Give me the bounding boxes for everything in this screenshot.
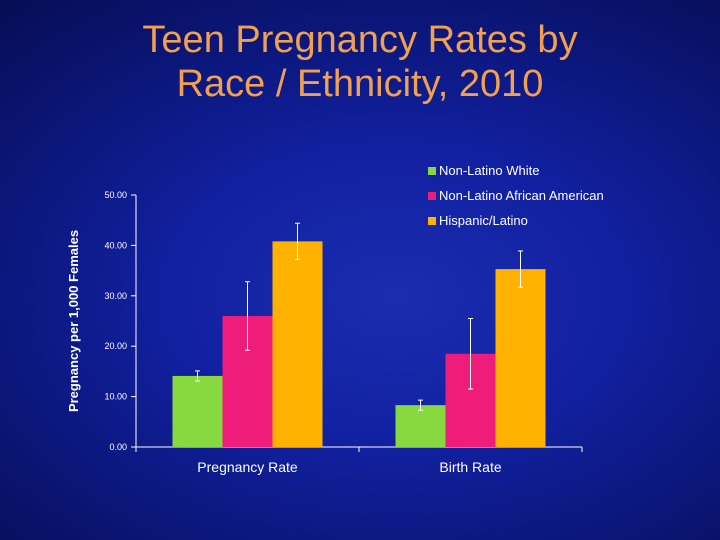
bar [272,241,323,447]
y-tick-label: 0.00 [109,442,127,452]
y-tick-label: 30.00 [104,291,127,301]
bar [495,269,546,447]
legend-swatch [428,216,436,225]
y-tick-label: 40.00 [104,240,127,250]
bar [395,405,446,447]
title-line-2: Race / Ethnicity, 2010 [176,63,544,105]
legend-item: Hispanic/Latino [428,208,604,233]
x-tick-label: Birth Rate [439,459,501,475]
y-axis-title: Pregnancy per 1,000 Females [66,230,81,412]
legend-label: Non-Latino White [439,163,540,178]
slide-title: Teen Pregnancy Rates by Race / Ethnicity… [0,18,720,106]
legend-item: Non-Latino African American [428,183,604,208]
legend-swatch [428,191,436,200]
x-tick-label: Pregnancy Rate [197,459,298,475]
bar [172,375,223,447]
y-tick-label: 50.00 [104,190,127,200]
y-tick-label: 10.00 [104,392,127,402]
title-line-1: Teen Pregnancy Rates by [142,19,578,61]
legend-item: Non-Latino White [428,158,604,183]
y-tick-label: 20.00 [104,341,127,351]
legend-label: Hispanic/Latino [439,213,528,228]
legend-label: Non-Latino African American [439,188,604,203]
legend-swatch [428,166,436,175]
chart-legend: Non-Latino White Non-Latino African Ameri… [428,158,604,233]
